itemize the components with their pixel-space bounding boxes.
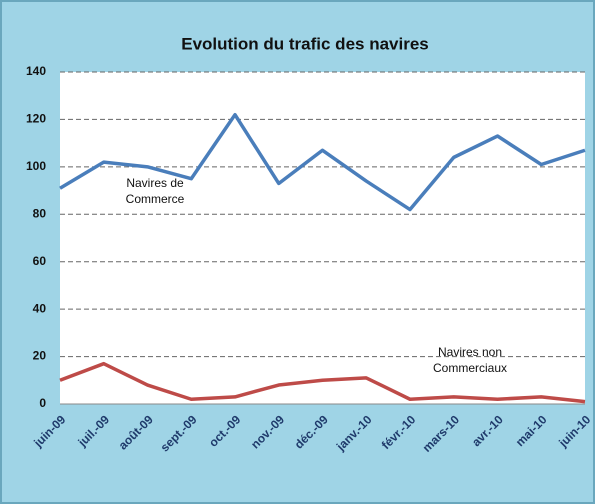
x-tick-label: mars-10	[420, 412, 463, 455]
x-tick-label: déc.-09	[292, 412, 331, 451]
series-label: Navires de Commerce	[125, 176, 185, 206]
y-tick-label: 20	[33, 349, 47, 363]
x-tick-label: sept.-09	[158, 412, 200, 454]
x-tick-label: nov.-09	[248, 412, 287, 451]
y-tick-label: 120	[26, 112, 46, 126]
series-label: Navires non Commerciaux	[432, 345, 507, 375]
y-tick-label: 80	[33, 206, 47, 220]
y-tick-label: 100	[26, 159, 46, 173]
y-tick-label: 140	[26, 64, 46, 78]
y-tick-label: 0	[39, 396, 46, 410]
x-tick-label: mai-10	[513, 412, 550, 449]
y-tick-label: 40	[33, 301, 47, 315]
x-tick-label: juil.-09	[75, 412, 113, 450]
series-line	[59, 112, 586, 212]
x-tick-label: août-09	[116, 412, 156, 452]
x-tick-label: juin-10	[555, 412, 593, 450]
chart-title: Evolution du trafic des navires	[181, 34, 429, 53]
x-tick-label: avr.-10	[469, 412, 506, 449]
plot-area	[60, 72, 585, 404]
x-tick-label: févr.-10	[379, 412, 419, 452]
y-tick-label: 60	[33, 254, 47, 268]
x-tick-label: oct.-09	[206, 412, 243, 449]
series-line	[59, 361, 586, 404]
x-tick-label: juin-09	[30, 412, 68, 450]
x-tick-label: janv.-10	[333, 412, 375, 454]
